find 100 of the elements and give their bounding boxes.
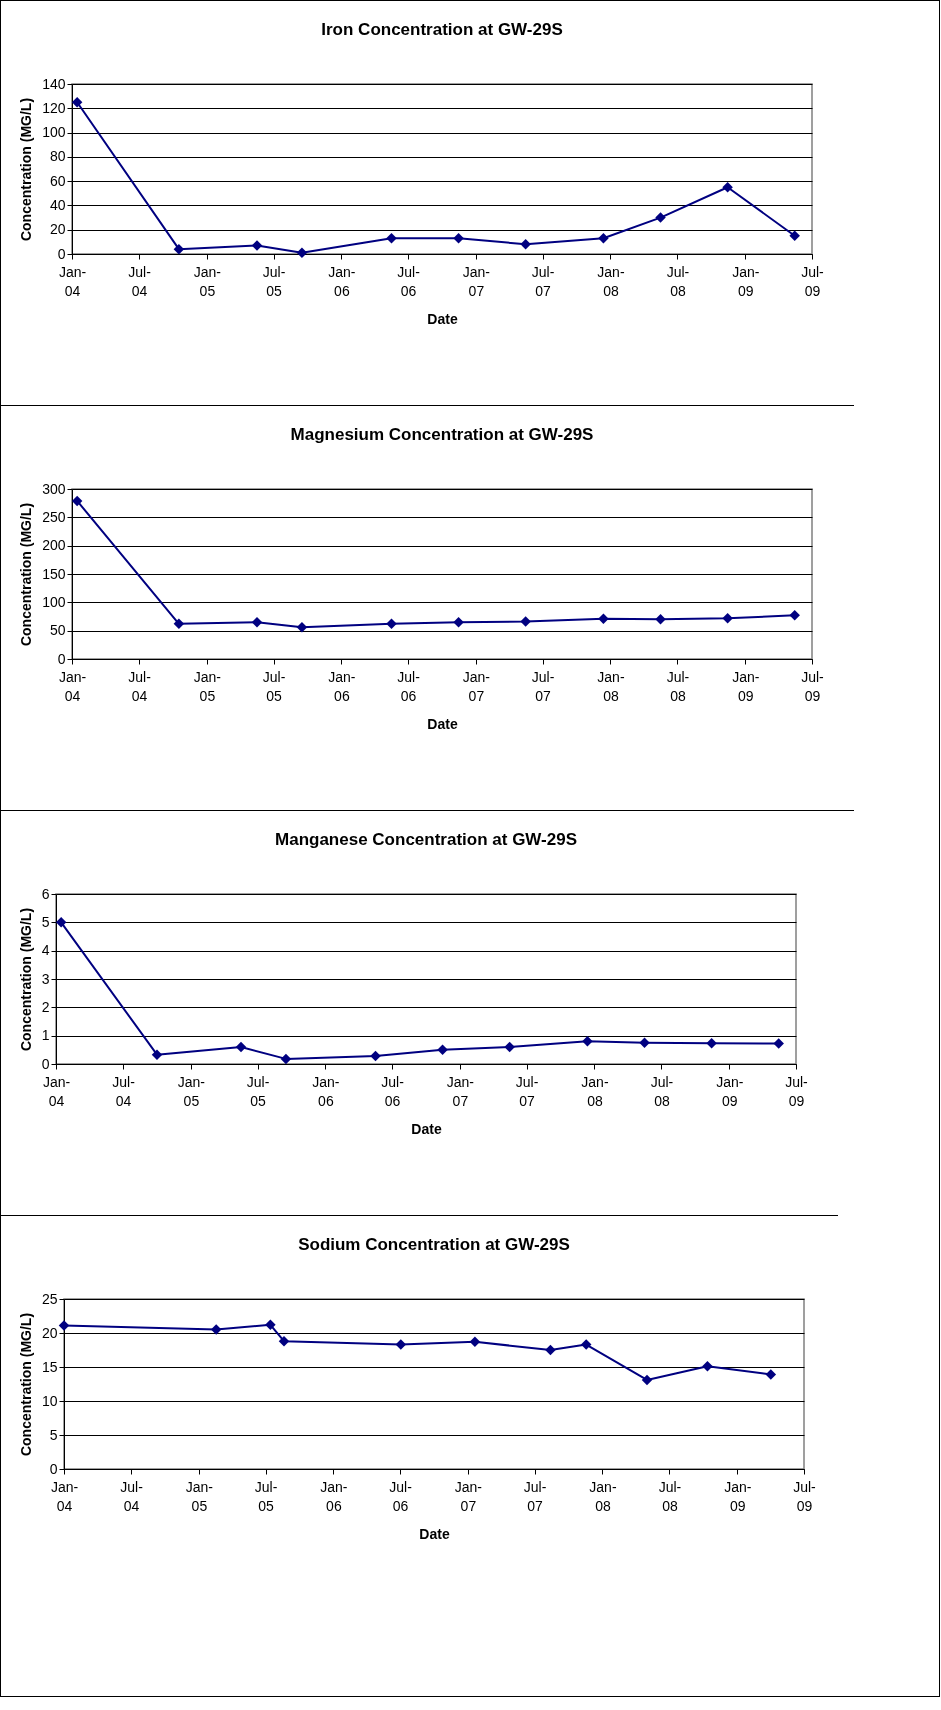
x-tick-label: Jul-09 <box>801 263 825 299</box>
point <box>370 1050 381 1062</box>
x-tick-label: Jan-05 <box>177 1073 206 1109</box>
x-tick-label: Jul-06 <box>397 263 421 299</box>
x-tick-label: Jan-07 <box>454 1478 483 1514</box>
point <box>278 1335 290 1347</box>
y-tick-label: 3 <box>41 970 50 987</box>
point <box>280 1053 292 1065</box>
point <box>453 232 464 244</box>
point <box>265 1319 276 1331</box>
x-axis-title: Date <box>419 1525 450 1542</box>
point <box>173 618 185 630</box>
point <box>520 616 531 627</box>
x-tick-label: Jan-09 <box>724 1478 752 1514</box>
x-tick-label: Jul-04 <box>128 668 152 704</box>
point <box>598 613 609 625</box>
point <box>520 239 531 250</box>
point <box>598 232 609 244</box>
point <box>582 1036 593 1047</box>
x-tick-label: Jul-06 <box>389 1478 413 1514</box>
x-tick-label: Jul-07 <box>531 668 555 704</box>
point <box>655 614 666 625</box>
x-tick-label: Jul-08 <box>666 668 690 704</box>
x-tick-label: Jul-07 <box>515 1073 539 1109</box>
x-tick-label: Jan-05 <box>193 668 222 704</box>
x-tick-label: Jan-09 <box>732 263 760 299</box>
y-tick-label: 0 <box>41 1055 50 1072</box>
x-axis-title: Date <box>427 310 458 327</box>
x-tick-label: Jan-07 <box>446 1073 475 1109</box>
y-tick-label: 20 <box>41 1324 58 1341</box>
point <box>173 243 185 255</box>
y-tick-label: 1 <box>41 1027 50 1044</box>
y-tick-label: 120 <box>42 99 66 116</box>
x-tick-label: Jan-06 <box>320 1478 348 1514</box>
y-tick-label: 20 <box>49 221 66 238</box>
x-tick-label: Jan-05 <box>185 1478 214 1514</box>
y-tick-label: 50 <box>49 622 66 639</box>
point <box>702 1361 713 1372</box>
point <box>58 1320 70 1331</box>
point <box>639 1037 650 1048</box>
chart-title: Magnesium Concentration at GW-29S <box>290 425 594 444</box>
point <box>765 1369 777 1380</box>
x-tick-label: Jan-09 <box>732 668 760 704</box>
x-tick-label: Jul-05 <box>262 668 286 704</box>
x-tick-label: Jan-08 <box>581 1073 609 1109</box>
y-tick-label: 80 <box>49 148 66 165</box>
point <box>545 1344 556 1356</box>
y-tick-label: 140 <box>42 75 66 92</box>
y-tick-label: 5 <box>49 1426 58 1443</box>
point <box>386 618 397 630</box>
point <box>453 616 464 628</box>
x-tick-label: Jan-04 <box>58 668 87 704</box>
x-tick-label: Jul-04 <box>120 1478 144 1514</box>
x-tick-label: Jan-06 <box>328 263 356 299</box>
point <box>71 495 83 507</box>
x-tick-label: Jul-06 <box>381 1073 405 1109</box>
y-tick-label: 2 <box>41 998 50 1015</box>
point <box>296 247 308 259</box>
x-tick-label: Jul-06 <box>397 668 421 704</box>
x-tick-label: Jul-04 <box>112 1073 136 1109</box>
y-tick-label: 6 <box>41 885 50 902</box>
x-tick-label: Jul-09 <box>785 1073 809 1109</box>
point <box>722 181 733 193</box>
point <box>395 1339 407 1350</box>
x-tick-label: Jan-04 <box>50 1478 79 1514</box>
x-tick-label: Jul-05 <box>246 1073 270 1109</box>
y-tick-label: 40 <box>49 196 66 213</box>
point <box>296 622 308 633</box>
point <box>655 212 666 223</box>
x-tick-label: Jan-08 <box>589 1478 617 1514</box>
y-axis-title: Concentration (MG/L) <box>18 97 35 242</box>
point <box>773 1038 784 1049</box>
point <box>235 1041 247 1053</box>
point <box>789 610 800 621</box>
y-tick-label: 0 <box>49 1460 58 1477</box>
x-tick-label: Jul-09 <box>793 1478 817 1514</box>
x-tick-label: Jan-09 <box>716 1073 744 1109</box>
y-tick-label: 100 <box>42 593 66 610</box>
x-axis-title: Date <box>427 715 458 732</box>
x-tick-label: Jul-08 <box>650 1073 674 1109</box>
y-tick-label: 0 <box>57 245 66 262</box>
x-tick-label: Jul-05 <box>262 263 286 299</box>
point <box>55 917 67 928</box>
y-tick-label: 300 <box>42 480 66 497</box>
x-tick-label: Jan-06 <box>328 668 356 704</box>
point <box>151 1049 163 1060</box>
x-tick-label: Jan-07 <box>462 263 491 299</box>
point <box>641 1374 653 1386</box>
point <box>469 1336 481 1348</box>
point <box>722 612 733 624</box>
chart-title: Sodium Concentration at GW-29S <box>298 1235 570 1254</box>
chart-title: Iron Concentration at GW-29S <box>321 20 563 39</box>
y-tick-label: 100 <box>42 124 66 141</box>
x-tick-label: Jan-04 <box>58 263 87 299</box>
point <box>437 1044 448 1056</box>
x-tick-label: Jan-04 <box>42 1073 71 1109</box>
x-tick-label: Jan-05 <box>193 263 222 299</box>
x-tick-label: Jul-08 <box>658 1478 682 1514</box>
point <box>580 1339 592 1350</box>
point <box>504 1041 515 1053</box>
